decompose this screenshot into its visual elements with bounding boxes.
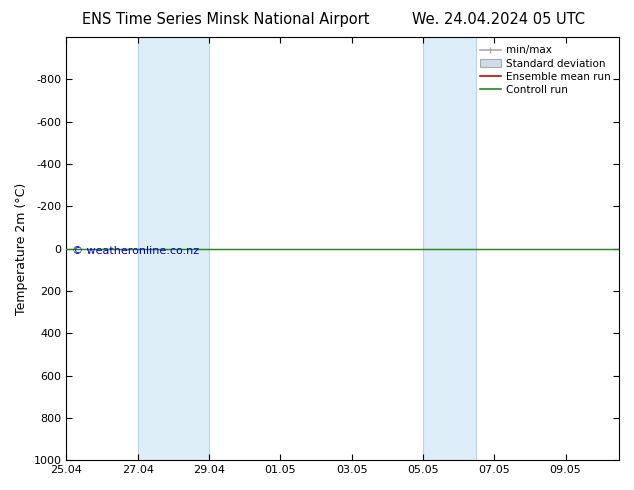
Bar — [138, 37, 209, 460]
Text: © weatheronline.co.nz: © weatheronline.co.nz — [72, 246, 199, 256]
Y-axis label: Temperature 2m (°C): Temperature 2m (°C) — [15, 182, 28, 315]
Legend: min/max, Standard deviation, Ensemble mean run, Controll run: min/max, Standard deviation, Ensemble me… — [477, 42, 614, 98]
Text: We. 24.04.2024 05 UTC: We. 24.04.2024 05 UTC — [412, 12, 585, 27]
Bar — [423, 37, 476, 460]
Text: ENS Time Series Minsk National Airport: ENS Time Series Minsk National Airport — [82, 12, 370, 27]
